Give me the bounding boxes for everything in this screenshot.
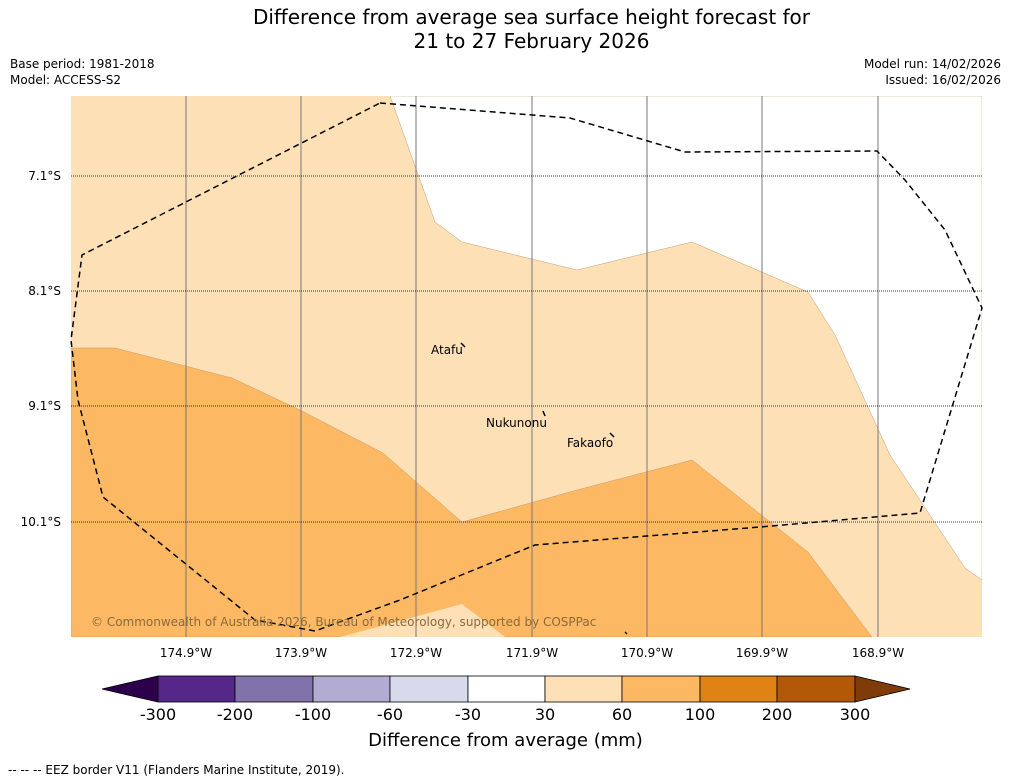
lat-label-9-1: 9.1°S <box>28 399 61 413</box>
lat-label-10-1: 10.1°S <box>20 515 61 529</box>
atafu-label: Atafu <box>431 343 463 357</box>
cb-tick-minus100: -100 <box>294 705 332 724</box>
lat-label-7-1: 7.1°S <box>28 169 61 183</box>
lon-label-169-9: 169.9°W <box>735 646 789 660</box>
cb-swatch-2 <box>312 675 391 703</box>
cb-swatch-0 <box>157 675 236 703</box>
cb-tick-200: 200 <box>761 705 793 724</box>
fakaofo-label: Fakaofo <box>567 436 613 450</box>
cb-swatch-3 <box>389 675 469 703</box>
cb-tick-minus60: -60 <box>376 705 404 724</box>
cb-tick-100: 100 <box>684 705 716 724</box>
cb-swatch-1 <box>234 675 314 703</box>
lon-label-170-9: 170.9°W <box>620 646 674 660</box>
lon-label-173-9: 173.9°W <box>274 646 328 660</box>
cb-swatch-7 <box>699 675 778 703</box>
island-nukunonu: Nukunonu <box>486 410 547 430</box>
sea-height-map: Atafu Nukunonu Fakaofo © Commonwealth of… <box>70 96 983 637</box>
cb-tick-minus30: -30 <box>454 705 482 724</box>
lon-label-171-9: 171.9°W <box>505 646 559 660</box>
atafu-atoll <box>460 342 466 348</box>
issued-date: Issued: 16/02/2026 <box>885 73 1001 87</box>
meridians <box>185 96 879 637</box>
band-30-60-south <box>340 604 505 637</box>
band-minus30-30 <box>389 96 982 581</box>
lon-label-172-9: 172.9°W <box>389 646 443 660</box>
model-info: Base period: 1981-2018 Model: ACCESS-S2 <box>10 56 155 88</box>
lon-label-174-9: 174.9°W <box>159 646 213 660</box>
cb-swatch-4 <box>467 675 546 703</box>
cb-swatch-extend-high <box>854 675 911 703</box>
nukunonu-atoll <box>542 410 546 417</box>
island-fakaofo: Fakaofo <box>567 432 615 450</box>
eez-border <box>70 102 983 632</box>
cb-tick-minus200: -200 <box>216 705 254 724</box>
title-line-2: 21 to 27 February 2026 <box>413 29 650 53</box>
band-60-100 <box>71 347 873 637</box>
cb-tick-300: 300 <box>839 705 871 724</box>
island-atafu: Atafu <box>431 342 466 357</box>
nukunonu-label: Nukunonu <box>486 416 547 430</box>
cb-swatch-8 <box>776 675 856 703</box>
colorbar-label: Difference from average (mm) <box>368 730 643 751</box>
model-name: Model: ACCESS-S2 <box>10 73 122 87</box>
cb-tick-60: 60 <box>611 705 633 724</box>
title-line-1: Difference from average sea surface heig… <box>252 5 811 29</box>
colorbar <box>101 675 911 703</box>
model-run: Model run: 14/02/2026 <box>863 57 1001 71</box>
eez-legend: -- -- -- EEZ border V11 (Flanders Marine… <box>8 763 345 777</box>
copyright-notice: © Commonwealth of Australia 2026, Bureau… <box>91 615 596 629</box>
lat-label-8-1: 8.1°S <box>28 284 61 298</box>
cb-swatch-extend-low <box>101 675 159 703</box>
cb-tick-30: 30 <box>534 705 556 724</box>
base-period: Base period: 1981-2018 <box>10 57 155 71</box>
islet-mark <box>624 631 628 635</box>
map-title: Difference from average sea surface heig… <box>0 5 1011 53</box>
cb-swatch-5 <box>544 675 623 703</box>
lon-label-168-9: 168.9°W <box>851 646 905 660</box>
run-info: Model run: 14/02/2026 Issued: 16/02/2026 <box>864 56 1001 88</box>
cb-swatch-6 <box>621 675 701 703</box>
cb-tick-minus300: -300 <box>139 705 177 724</box>
fakaofo-atoll <box>609 432 615 438</box>
